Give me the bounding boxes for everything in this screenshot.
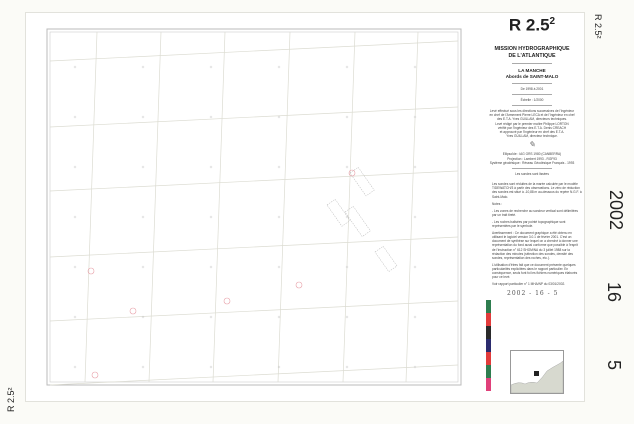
rock-marker	[223, 297, 231, 305]
grid-meridian	[342, 31, 356, 383]
organisation-line-2: DE L'ATLANTIQUE	[508, 52, 556, 59]
side-chart-number: R 2.5²	[593, 14, 603, 39]
geodesy: Ellipsoïde : IAG GRS 1980 (CANBERRA) Proj…	[482, 152, 582, 165]
note-paragraph: Les sondes sont réduites de la marée cal…	[492, 182, 582, 199]
organisation-title: MISSION HYDROGRAPHIQUE DE L'ATLANTIQUE	[482, 46, 582, 60]
credits-line: Levé effectué sous les directions succes…	[489, 109, 575, 114]
grid-parallel	[49, 106, 459, 128]
divider	[512, 105, 552, 107]
inset-coastline	[511, 360, 563, 393]
search-zone	[344, 205, 371, 237]
chart-number: R 2.52	[482, 12, 582, 36]
cartouche: MISSION HYDROGRAPHIQUE DE L'ATLANTIQUE L…	[482, 46, 582, 177]
soundings-note: Les sondes sont lissées	[515, 172, 549, 177]
region: LA MANCHE	[518, 67, 546, 73]
survey-map	[46, 28, 462, 386]
rock-marker	[91, 371, 99, 379]
note-paragraph: Voir rapport particulier n° 1 MHA/NP du …	[492, 282, 566, 287]
grid-meridian	[84, 31, 98, 383]
note-paragraph: L'utilisation d'êtres fait que ce docume…	[492, 262, 578, 280]
chart-number-sup: 2	[549, 16, 556, 27]
survey-period: De 1998 à 2001	[520, 86, 544, 91]
scale: Échelle : 1/2000	[520, 97, 544, 102]
grid-meridian	[148, 31, 162, 383]
stamp-year: 2002	[606, 190, 626, 231]
geodesy-line: Projection : Lambert 1993 - RGF93	[507, 156, 557, 161]
coordinate-grid	[49, 31, 459, 386]
geodesy-line: Système géodésique : Réseau Géodésique F…	[489, 160, 575, 165]
credits-line: en chef de l'Armement Pierre LECA et de …	[489, 113, 575, 118]
handwritten-date: 2002 - 16 - 5	[507, 290, 559, 298]
legend-swatch	[486, 339, 491, 352]
signature: ✎	[528, 140, 536, 150]
right-panel: R 2.52 MISSION HYDROGRAPHIQUE DE L'ATLAN…	[482, 12, 582, 298]
geodesy-line: Ellipsoïde : IAG GRS 1980 (CANBERRA)	[502, 152, 562, 157]
notes: Les sondes sont réduites de la marée cal…	[492, 182, 582, 286]
search-zone	[374, 245, 398, 273]
grid-parallel	[49, 236, 459, 258]
divider	[512, 168, 552, 170]
credits: Levé effectué sous les directions succes…	[482, 109, 582, 138]
legend-swatch	[486, 300, 491, 313]
divider	[512, 93, 552, 95]
grid-parallel	[49, 300, 459, 322]
rock-marker	[348, 169, 356, 177]
legend-swatch	[486, 313, 491, 326]
legend-swatch	[486, 378, 491, 391]
credits-line: Levé rédigé par le premier maître Philip…	[495, 121, 569, 126]
rock-marker	[295, 281, 303, 289]
credits-line: vérifié par l'Ingénieur des E.T.A. Denis…	[497, 125, 567, 130]
map-frame	[46, 28, 462, 386]
stamp-day: 16	[604, 282, 624, 303]
location-inset-map	[510, 350, 564, 394]
organisation-line-1: MISSION HYDROGRAPHIQUE	[494, 45, 570, 52]
divider	[512, 62, 552, 64]
note-paragraph: - Les zones de recherche au sondeur vert…	[492, 208, 578, 217]
legend-swatch	[486, 326, 491, 339]
search-zone	[349, 166, 375, 197]
credits-line: des E.T.A. Yves GUILLAM, directeurs tech…	[496, 117, 568, 122]
area: Abords de SAINT-MALO	[505, 73, 559, 79]
note-paragraph: Avertissement : Ce document graphique a …	[492, 231, 578, 260]
legend-swatch	[486, 352, 491, 365]
rock-marker	[87, 267, 95, 275]
chart-number-text: R 2.5	[508, 15, 550, 35]
color-legend	[486, 300, 491, 391]
credits-line: et approuvé par l'Ingénieur en chef des …	[499, 130, 565, 135]
map-inner-frame	[49, 31, 459, 383]
grid-meridian	[405, 31, 419, 383]
stamp-month: 5	[604, 360, 624, 371]
rock-marker	[129, 307, 137, 315]
legend-swatch	[486, 365, 491, 378]
credits-line: Yves GUILLAM, directeur technique.	[506, 134, 558, 139]
grid-parallel	[49, 364, 459, 386]
divider	[512, 82, 552, 84]
note-paragraph: Notes :	[492, 201, 503, 206]
survey-area-marker	[534, 371, 539, 376]
region-title: LA MANCHE Abords de SAINT-MALO	[482, 68, 582, 80]
note-paragraph: - Les roches balisées par pointé topogra…	[492, 219, 566, 229]
grid-meridian	[212, 31, 226, 383]
corner-chart-number: R 2.5²	[6, 387, 16, 412]
grid-parallel	[49, 170, 459, 192]
grid-meridian	[277, 31, 291, 383]
grid-parallel	[49, 40, 459, 62]
